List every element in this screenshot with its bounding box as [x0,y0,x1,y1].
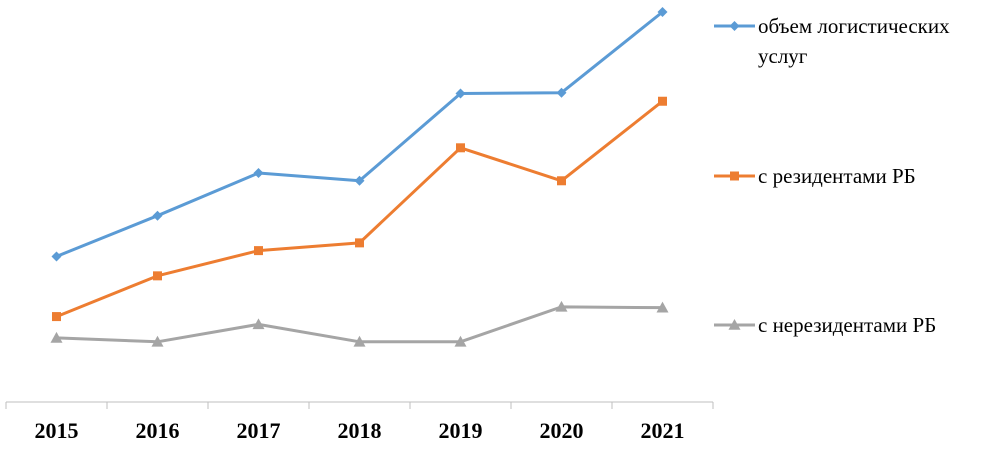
data-point-marker [353,335,366,347]
x-tick-label: 2021 [641,418,685,443]
data-point-marker [454,335,467,347]
data-point-marker [657,7,668,17]
data-point-marker [456,143,465,153]
data-point-marker [252,318,265,330]
legend-marker [728,319,741,330]
x-axis: 2015 2016 2017 2018 2019 2020 2021 [5,401,714,443]
legend-marker [729,21,740,31]
legend-label: с резидентами РБ [758,164,916,188]
data-point-marker [52,312,61,322]
data-point-marker [253,168,264,179]
series-1 [52,96,667,322]
data-point-marker [556,87,567,98]
x-tick-label: 2016 [136,418,180,443]
x-tick-label: 2015 [35,418,79,443]
data-point-marker [555,300,568,312]
legend-item-0: объем логистических услуг [714,14,950,68]
legend: объем логистических услуг с резидентами РБ… [714,14,950,337]
series-line [55,10,664,258]
legend-marker [730,171,739,181]
x-tick-label: 2018 [338,418,382,443]
data-point-marker [658,96,667,106]
legend-item-1: с резидентами РБ [714,164,916,188]
data-point-marker [51,251,62,262]
series-line [55,99,664,319]
data-point-marker [557,176,566,186]
legend-label: объем логистических [758,14,950,38]
data-point-marker [355,238,364,248]
series-layer [50,7,669,347]
data-point-marker [455,88,466,99]
data-point-marker [254,246,263,256]
data-point-marker [354,175,365,186]
data-point-marker [152,210,163,221]
legend-item-2: с нерезидентами РБ [714,313,936,337]
data-point-marker [50,331,63,343]
data-point-marker [151,335,164,347]
data-point-marker [153,271,162,281]
x-tick-label: 2019 [439,418,483,443]
legend-label: услуг [758,44,808,68]
legend-label: с нерезидентами РБ [758,313,936,337]
series-0 [51,7,668,262]
x-tick-label: 2020 [540,418,584,443]
data-point-marker [656,301,669,313]
x-tick-label: 2017 [237,418,281,443]
series-2 [50,300,669,347]
